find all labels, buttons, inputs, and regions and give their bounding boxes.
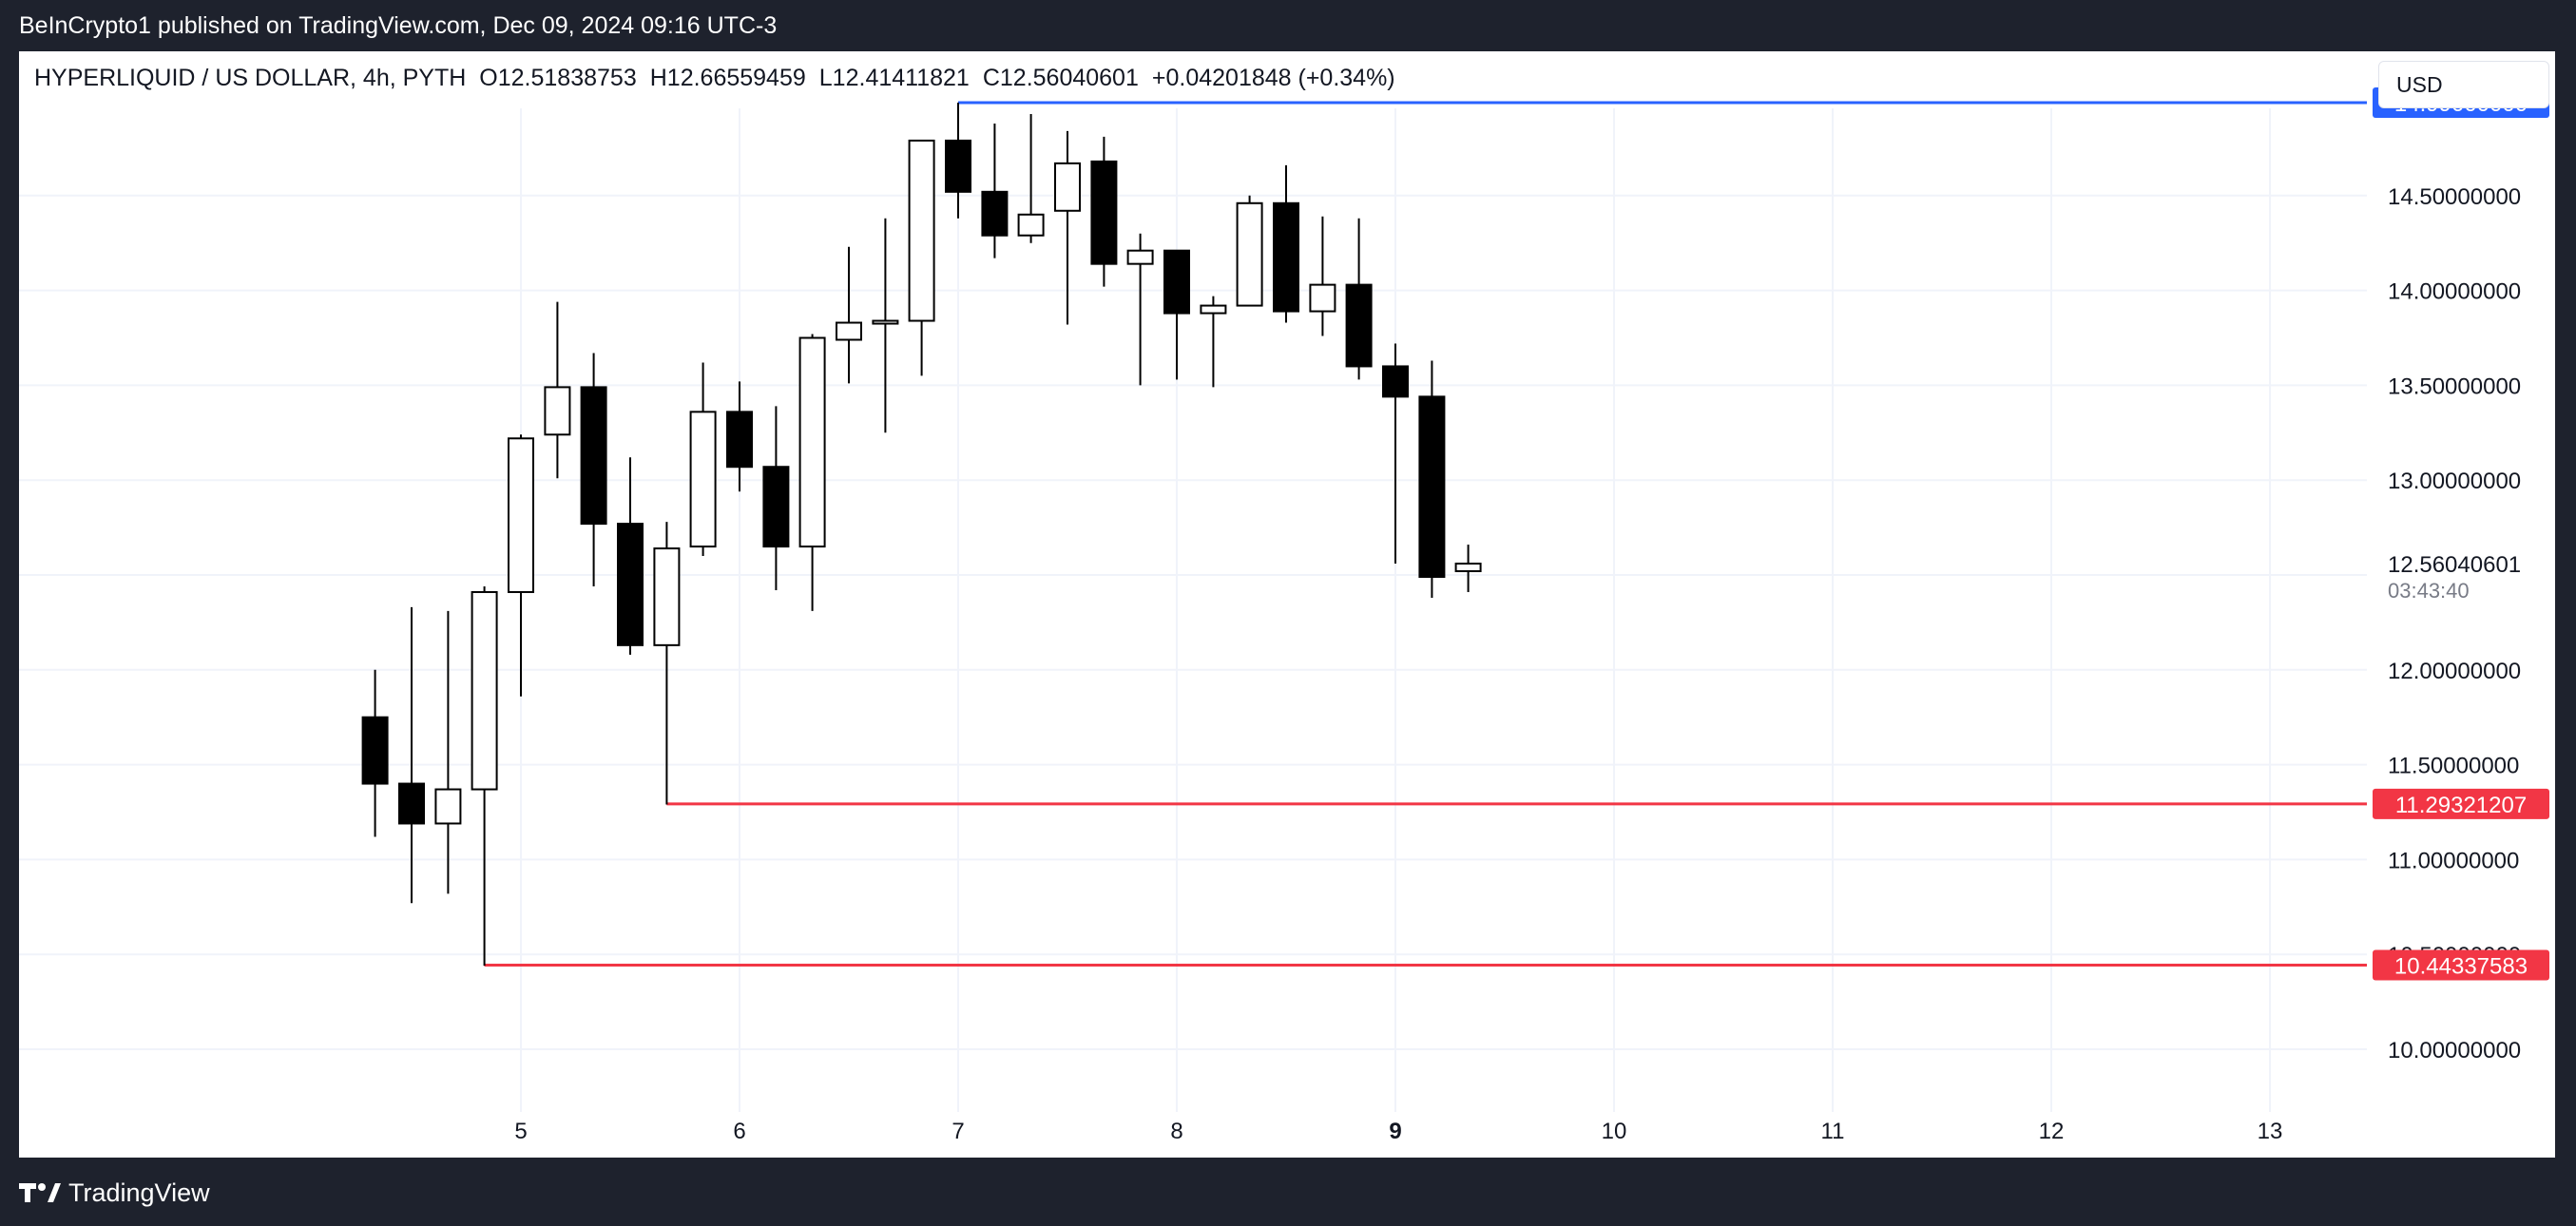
support-lower-price-tag <box>2373 949 2549 981</box>
y-tick-label: 13.00000000 <box>2388 469 2521 494</box>
tradingview-logo-icon <box>19 1183 61 1202</box>
candle-up <box>1454 563 1482 573</box>
candle-down <box>1345 283 1373 368</box>
candle-down <box>945 139 971 193</box>
open-value: O12.51838753 <box>479 65 637 91</box>
candle-down <box>617 523 644 646</box>
candlestick-chart[interactable]: 10.0000000010.5000000011.0000000011.5000… <box>19 51 2555 1158</box>
x-tick-label: 7 <box>952 1119 964 1144</box>
low-value: L12.41411821 <box>818 65 970 91</box>
candle-up <box>508 437 534 593</box>
candle-up <box>434 788 462 825</box>
close-value: C12.56040601 <box>982 65 1139 91</box>
candle-down <box>981 190 1009 237</box>
candles <box>361 102 1482 967</box>
support-upper-price-tag <box>2373 788 2549 819</box>
support-lower-price-label: 10.44337583 <box>2394 954 2528 980</box>
candle-down <box>1418 395 1446 578</box>
symbol-name: HYPERLIQUID / US DOLLAR, 4h, PYTH <box>34 65 467 91</box>
candle-up <box>1200 304 1227 315</box>
x-tick-label: 13 <box>2258 1119 2283 1144</box>
y-tick-label: 11.00000000 <box>2388 848 2519 873</box>
candle-up <box>471 590 498 791</box>
candle-up <box>1126 249 1154 265</box>
publish-info-text: BeInCrypto1 published on TradingView.com… <box>19 12 778 39</box>
candle-up <box>653 547 681 646</box>
tradingview-logo-text: TradingView <box>68 1178 210 1207</box>
candle-down <box>1090 160 1118 265</box>
candle-up <box>1236 201 1263 307</box>
chart-panel[interactable]: 10.0000000010.5000000011.0000000011.5000… <box>19 51 2555 1158</box>
candle-up <box>908 139 935 322</box>
tradingview-logo[interactable]: TradingView <box>19 1177 210 1209</box>
candle-down <box>1163 249 1190 315</box>
candle-down <box>580 386 607 526</box>
axes: 10.0000000010.5000000011.0000000011.5000… <box>514 184 2521 1144</box>
candle-up <box>872 319 899 325</box>
y-tick-label: 11.50000000 <box>2388 754 2519 779</box>
y-tick-label: 10.00000000 <box>2388 1038 2521 1063</box>
x-tick-label: 6 <box>733 1119 745 1144</box>
candle-up <box>798 336 826 548</box>
grid-lines <box>19 108 2367 1112</box>
y-tick-label: 14.00000000 <box>2388 279 2521 305</box>
x-tick-label: 9 <box>1389 1119 1401 1144</box>
bar-countdown-label: 03:43:40 <box>2388 579 2470 603</box>
symbol-legend: HYPERLIQUID / US DOLLAR, 4h, PYTH O12.518… <box>34 65 1409 92</box>
last-price-label: 12.56040601 <box>2388 552 2521 578</box>
x-tick-label: 11 <box>1821 1119 1845 1144</box>
publish-info-bar: BeInCrypto1 published on TradingView.com… <box>0 0 2576 51</box>
x-tick-label: 10 <box>1602 1119 1627 1144</box>
footer-bar: TradingView <box>0 1158 2576 1226</box>
candle-down <box>361 716 389 785</box>
candle-down <box>762 466 790 548</box>
candle-up <box>1017 213 1045 237</box>
price-levels <box>484 101 2367 967</box>
candle-up <box>544 386 571 436</box>
currency-button[interactable]: USD <box>2378 61 2549 108</box>
candle-down <box>726 411 753 469</box>
y-tick-label: 14.50000000 <box>2388 184 2521 210</box>
candle-up <box>1309 283 1336 313</box>
y-tick-label: 12.00000000 <box>2388 659 2521 684</box>
level-labels: 14.9900000011.2932120710.4433758312.5604… <box>2373 86 2549 981</box>
candle-down <box>1382 365 1409 398</box>
x-tick-label: 12 <box>2039 1119 2065 1144</box>
support-upper-price-label: 11.29321207 <box>2395 793 2527 818</box>
candle-up <box>836 321 862 341</box>
candle-up <box>1054 162 1081 212</box>
candle-down <box>398 782 425 825</box>
change-value: +0.04201848 (+0.34%) <box>1151 65 1395 91</box>
x-tick-label: 8 <box>1170 1119 1182 1144</box>
x-tick-label: 5 <box>514 1119 527 1144</box>
high-value: H12.66559459 <box>649 65 806 91</box>
candle-down <box>1273 201 1299 313</box>
y-tick-label: 13.50000000 <box>2388 374 2521 399</box>
candle-up <box>689 411 717 548</box>
